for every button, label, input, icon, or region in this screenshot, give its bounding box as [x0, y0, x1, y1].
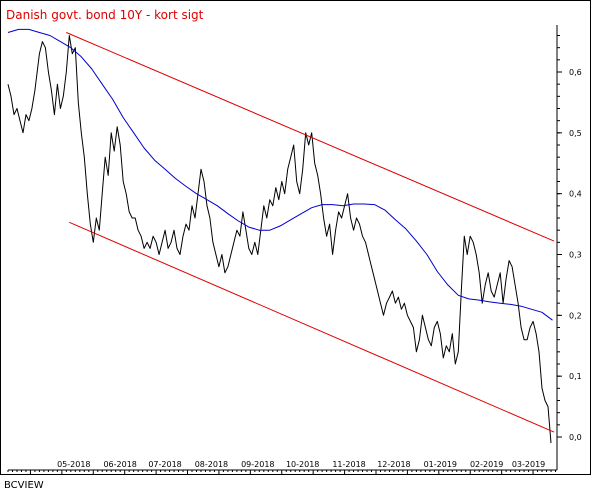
- y-tick-label: 0,5: [569, 129, 582, 138]
- x-tick-label: 09-2018: [241, 460, 274, 469]
- x-axis: 05-2018 06-2018 07-2018 08-2018 09-2018 10-20…: [7, 460, 557, 474]
- x-tick-label: 08-2018: [195, 460, 228, 469]
- x-tick-label: 05-2018: [57, 460, 90, 469]
- x-tick-label: 02-2019: [470, 460, 503, 469]
- x-tick-label: 11-2018: [332, 460, 365, 469]
- x-tick-label: 01-2019: [424, 460, 457, 469]
- x-tick-label: 12-2018: [377, 460, 410, 469]
- y-tick-label: 0,2: [569, 311, 582, 320]
- y-tick-label: 0,6: [569, 68, 582, 77]
- chart-title: Danish govt. bond 10Y - kort sigt: [6, 8, 204, 22]
- x-tick-label: 07-2018: [148, 460, 181, 469]
- price-line: [7, 35, 552, 444]
- moving-average-line: [7, 28, 553, 321]
- x-tick-label: 06-2018: [103, 460, 136, 469]
- y-tick-label: 0,3: [569, 251, 582, 260]
- plot-area: [7, 28, 555, 444]
- y-tick-label: 0,0: [569, 433, 582, 442]
- y-tick-label: 0,4: [569, 190, 582, 199]
- chart-frame: [0, 0, 591, 475]
- channel-upper-line: [66, 32, 555, 242]
- channel-lower-line: [69, 221, 555, 433]
- y-tick-label: 0,1: [569, 372, 582, 381]
- footer-label: BCVIEW: [4, 480, 44, 491]
- y-axis: 0,6 0,5 0,4 0,3 0,2 0,1 0,0: [557, 35, 582, 442]
- x-tick-label: 10-2018: [286, 460, 319, 469]
- x-tick-label: 03-2019: [512, 460, 545, 469]
